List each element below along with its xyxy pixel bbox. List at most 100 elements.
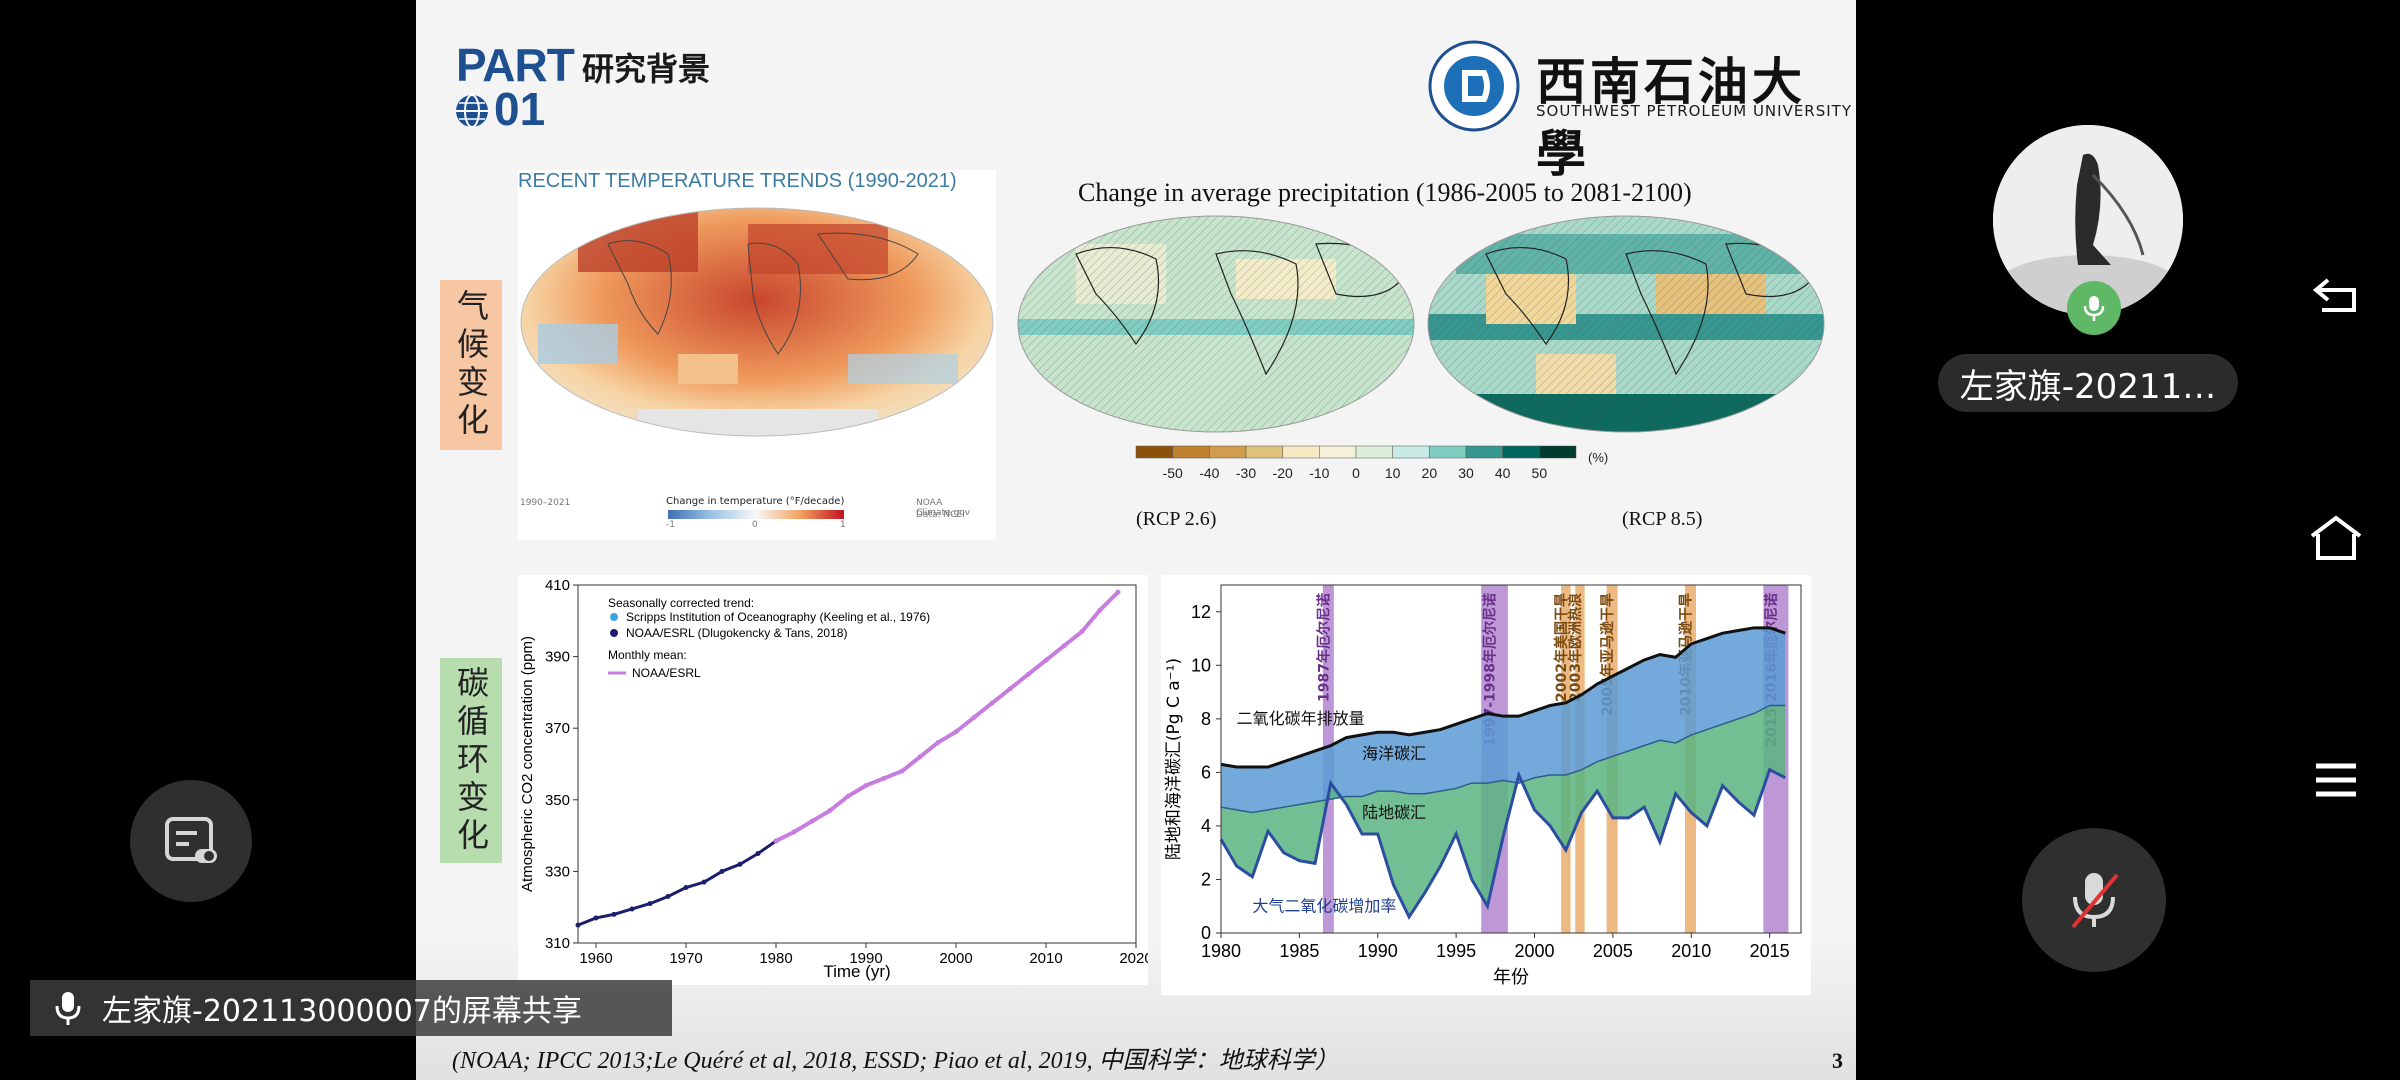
part-label: PART [456, 39, 575, 91]
precipitation-title: Change in average precipitation (1986-20… [1078, 178, 1692, 207]
colorbar-segment [1465, 445, 1503, 459]
legend-entry: NOAA/ESRL (Dlugokencky & Tans, 2018) [626, 626, 847, 640]
colorbar-segment [1282, 445, 1320, 459]
participant-name-chip: 左家旗-20211… [1938, 354, 2238, 412]
colorbar-tick-label: -10 [1309, 465, 1329, 481]
series-label: 二氧化碳年排放量 [1237, 709, 1365, 728]
series-point [1007, 686, 1013, 692]
series-point [737, 861, 743, 867]
series-label: 大气二氧化碳增加率 [1252, 897, 1396, 916]
side-label-climate-text: 气候变化 [452, 289, 490, 441]
y-tick-label: 350 [545, 792, 570, 809]
x-tick-label: 2000 [939, 950, 972, 967]
temperature-source-1: NOAA Climate.gov [916, 498, 971, 518]
precipitation-colorbar: -50 -40 -30 -20 -10 0 10 20 30 40 50 (%) [1135, 445, 1608, 481]
back-button[interactable] [2300, 258, 2372, 330]
event-band-label: 1997-1998年厄尔尼诺 [1482, 593, 1499, 747]
menu-button[interactable] [2300, 744, 2372, 816]
series-point [647, 901, 653, 907]
globe-icon [456, 94, 488, 128]
colorbar-tick-label: -20 [1273, 465, 1293, 481]
event-band-label: 2002年美国干旱 [1553, 593, 1570, 702]
legend-heading: Monthly mean: [608, 648, 687, 662]
citation: (NOAA; IPCC 2013;Le Quéré et al, 2018, E… [452, 1048, 1339, 1074]
screen-share-banner: 左家旗-202113000007的屏幕共享 [30, 980, 672, 1036]
system-navigation-bar [2274, 0, 2400, 1080]
home-icon [2310, 515, 2362, 560]
colorbar-segment [1429, 445, 1467, 459]
series-point [917, 754, 923, 760]
home-button[interactable] [2300, 502, 2372, 574]
series-point [935, 740, 941, 746]
series-point [665, 893, 671, 899]
side-label-carbon: 碳循环变化 [440, 658, 502, 863]
colorbar-segment [1502, 445, 1540, 459]
microphone-icon [55, 992, 81, 1025]
series-point [701, 879, 707, 885]
microphone-muted-icon [2071, 873, 2119, 929]
plot-frame [577, 584, 1137, 944]
series-point [575, 922, 581, 928]
y-tick-label: 10 [1191, 655, 1211, 675]
y-axis-label: Atmospheric CO2 concentration (ppm) [519, 636, 536, 892]
y-tick-label: 8 [1201, 709, 1211, 729]
series-point [611, 911, 617, 917]
colorbar-segment [1319, 445, 1357, 459]
y-tick-label: 310 [545, 935, 570, 952]
side-label-carbon-text: 碳循环变化 [452, 665, 490, 856]
series-point [719, 868, 725, 874]
series-point [953, 729, 959, 735]
university-emblem-icon [1428, 40, 1520, 132]
university-name-english: SOUTHWEST PETROLEUM UNIVERSITY [1536, 102, 1853, 120]
x-tick-label: 2010 [1029, 950, 1062, 967]
precipitation-change-panel: Change in average precipitation (1986-20… [1016, 170, 1836, 540]
colorbar-tick-label: 20 [1422, 465, 1438, 481]
legend-marker [610, 629, 618, 637]
temperature-legend-mid: 0 [752, 520, 758, 530]
caption-icon [165, 817, 217, 863]
series-point [845, 793, 851, 799]
legend-heading: Seasonally corrected trend: [608, 596, 754, 610]
legend-entry: Scripps Institution of Oceanography (Kee… [626, 610, 930, 624]
temperature-year-note: 1990–2021 [520, 498, 571, 508]
emission-line [1220, 626, 1786, 769]
colorbar-segment [1355, 445, 1393, 459]
temperature-trend-panel: RECENT TEMPERATURE TRENDS (1990-2021) [518, 170, 996, 540]
series-point [863, 782, 869, 788]
caption-toggle-button[interactable] [130, 780, 252, 902]
series-point [1025, 672, 1031, 677]
colorbar-tick-label: -30 [1236, 465, 1256, 481]
speaking-indicator [2067, 281, 2121, 335]
y-tick-label: 410 [545, 577, 570, 594]
page-number: 3 [1832, 1048, 1843, 1073]
temperature-map-title: RECENT TEMPERATURE TRENDS (1990-2021) [518, 170, 957, 192]
colorbar-tick-label: 10 [1385, 465, 1401, 481]
atmospheric-growth-line [1219, 767, 1787, 920]
back-icon [2312, 278, 2356, 312]
co2-concentration-chart-panel: 1960 1970 1980 1990 2000 2010 2020 310 330 350 370… [518, 575, 1148, 985]
legend-marker [610, 613, 618, 621]
colorbar-tick-label: 40 [1495, 465, 1511, 481]
colorbar-tick-label: -50 [1163, 465, 1183, 481]
x-axis-label: Time (yr) [823, 962, 890, 981]
menu-icon [2316, 763, 2356, 797]
participant-name: 左家旗-20211… [1959, 366, 2217, 407]
precipitation-world-maps [1017, 215, 1825, 433]
y-tick-label: 390 [545, 649, 570, 666]
temperature-legend-title: Change in temperature (°F/decade) [666, 496, 845, 507]
x-tick-label: 2000 [1514, 941, 1554, 961]
rcp26-label: (RCP 2.6) [1136, 508, 1217, 530]
series-point [593, 915, 599, 921]
colorbar-segment [1209, 445, 1247, 459]
colorbar-segment [1172, 445, 1210, 459]
mute-microphone-button[interactable] [2022, 828, 2166, 972]
series-point [755, 851, 761, 856]
x-tick-label: 1980 [1201, 941, 1241, 961]
series-label: 海洋碳汇 [1362, 744, 1426, 763]
colorbar-segment [1392, 445, 1430, 459]
co2-concentration-chart: 1960 1970 1980 1990 2000 2010 2020 310 330 350 370… [519, 577, 1148, 981]
x-tick-label: 1985 [1279, 941, 1319, 961]
y-tick-label: 6 [1201, 762, 1211, 782]
land-sink-area [1221, 705, 1786, 917]
series-line [577, 839, 777, 927]
